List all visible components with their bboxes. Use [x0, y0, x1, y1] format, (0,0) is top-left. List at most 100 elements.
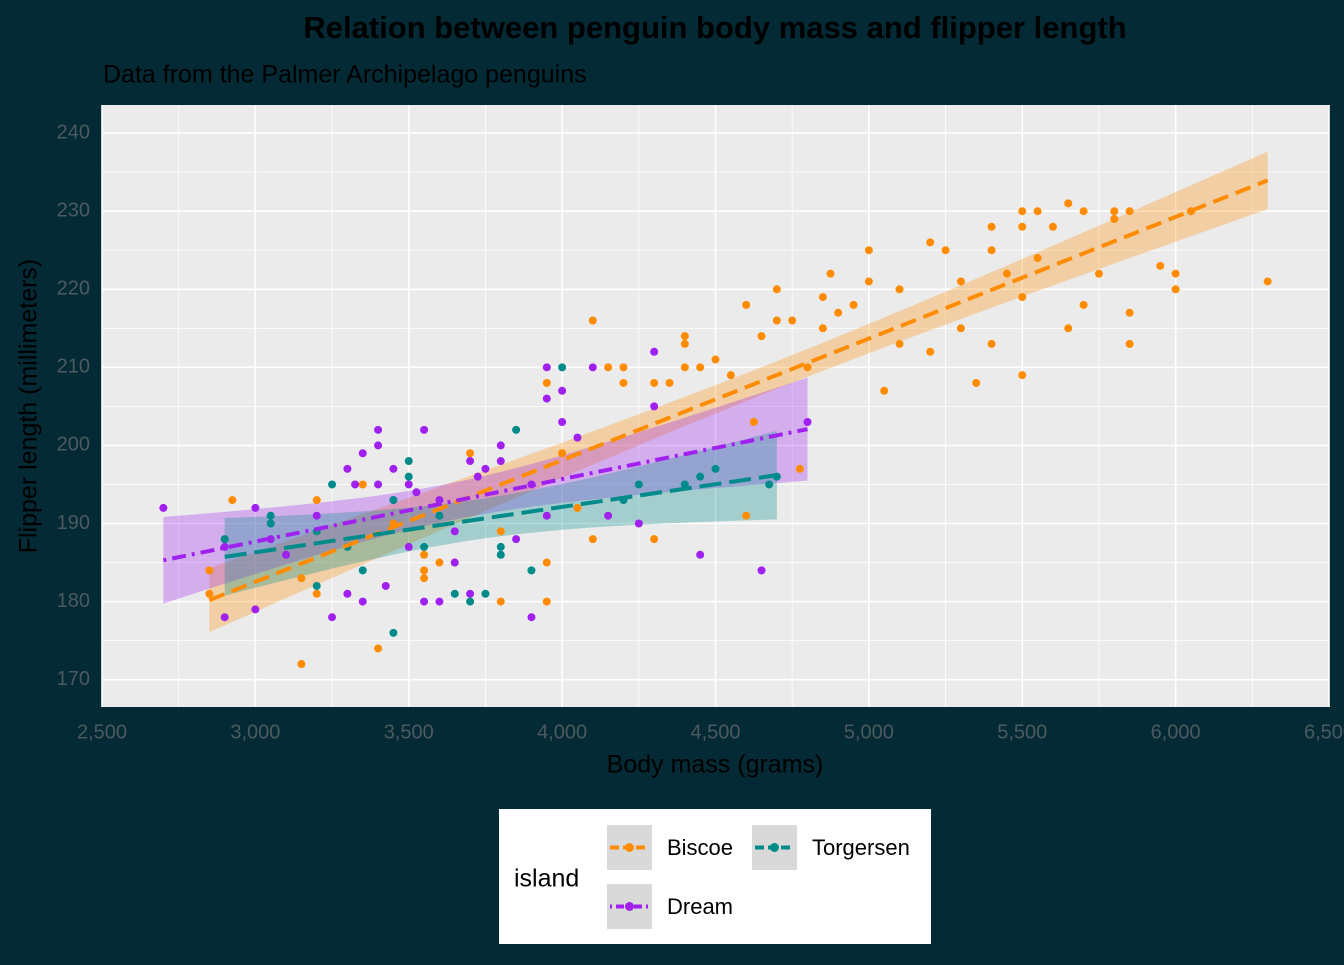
- point: [404, 457, 413, 466]
- point: [328, 613, 337, 622]
- trend-line-layer: [162, 178, 1269, 602]
- point: [527, 613, 536, 622]
- point: [404, 472, 413, 481]
- point: [680, 332, 689, 341]
- point: [742, 300, 751, 309]
- point: [795, 464, 804, 473]
- point: [1018, 222, 1027, 231]
- point: [880, 386, 889, 395]
- point: [251, 605, 260, 614]
- point: [558, 386, 567, 395]
- point: [389, 628, 398, 637]
- point: [420, 566, 429, 575]
- point: [987, 339, 996, 348]
- y-tick-label: 240: [57, 121, 90, 143]
- point: [312, 589, 321, 598]
- point: [1018, 371, 1027, 380]
- point: [542, 378, 551, 387]
- point: [665, 378, 674, 387]
- chart-subtitle: Data from the Palmer Archipelago penguin…: [103, 61, 587, 89]
- point: [496, 550, 505, 559]
- point: [1033, 207, 1042, 216]
- point: [466, 449, 475, 458]
- point: [1094, 269, 1103, 278]
- point: [1064, 324, 1073, 333]
- point: [619, 363, 628, 372]
- x-tick-label: 3,500: [384, 721, 434, 743]
- point: [435, 496, 444, 505]
- point: [803, 363, 812, 372]
- point: [358, 480, 367, 489]
- y-tick-label: 170: [57, 668, 90, 690]
- point: [864, 246, 873, 255]
- point: [496, 457, 505, 466]
- point: [573, 433, 582, 442]
- point: [481, 589, 490, 598]
- y-tick-label: 180: [57, 590, 90, 612]
- point: [680, 339, 689, 348]
- point: [604, 511, 613, 520]
- point: [358, 566, 367, 575]
- point: [558, 363, 567, 372]
- y-tick-label: 190: [57, 512, 90, 534]
- point: [1125, 308, 1134, 317]
- point: [941, 246, 950, 255]
- legend-label: Torgersen: [812, 835, 910, 860]
- point: [803, 418, 812, 427]
- point: [466, 457, 475, 466]
- point: [412, 488, 421, 497]
- point: [634, 480, 643, 489]
- point: [1002, 269, 1011, 278]
- point: [343, 589, 352, 598]
- point: [466, 589, 475, 598]
- point: [1110, 207, 1119, 216]
- point: [1048, 222, 1057, 231]
- point: [343, 464, 352, 473]
- point-layer: [159, 199, 1272, 669]
- point: [542, 597, 551, 606]
- point: [757, 566, 766, 575]
- point: [282, 550, 291, 559]
- point: [389, 464, 398, 473]
- legend-point: [770, 843, 779, 852]
- chart-title: Relation between penguin body mass and f…: [303, 10, 1126, 45]
- point: [588, 316, 597, 325]
- point: [450, 558, 459, 567]
- point: [496, 597, 505, 606]
- point: [381, 581, 390, 590]
- point: [1156, 261, 1165, 270]
- point: [297, 574, 306, 583]
- point: [496, 542, 505, 551]
- point: [159, 503, 168, 512]
- point: [650, 402, 659, 411]
- point: [466, 597, 475, 606]
- point: [634, 519, 643, 528]
- point: [696, 550, 705, 559]
- point: [650, 378, 659, 387]
- point: [205, 589, 214, 598]
- point: [312, 581, 321, 590]
- point: [742, 511, 751, 520]
- point: [1018, 293, 1027, 302]
- x-tick-label: 3,000: [230, 721, 280, 743]
- point: [1033, 254, 1042, 263]
- point: [542, 363, 551, 372]
- trend-line: [162, 427, 808, 563]
- x-tick-label: 4,500: [690, 721, 740, 743]
- point: [251, 503, 260, 512]
- point: [696, 472, 705, 481]
- point: [696, 363, 705, 372]
- point: [512, 535, 521, 544]
- x-tick-label: 6,000: [1151, 721, 1201, 743]
- point: [588, 535, 597, 544]
- point: [650, 535, 659, 544]
- point: [1110, 214, 1119, 223]
- confidence-band: [209, 151, 1268, 633]
- x-tick-label: 4,000: [537, 721, 587, 743]
- point: [987, 246, 996, 255]
- point: [826, 269, 835, 278]
- point: [1171, 269, 1180, 278]
- point: [435, 558, 444, 567]
- x-tick-label: 5,500: [997, 721, 1047, 743]
- point: [420, 550, 429, 559]
